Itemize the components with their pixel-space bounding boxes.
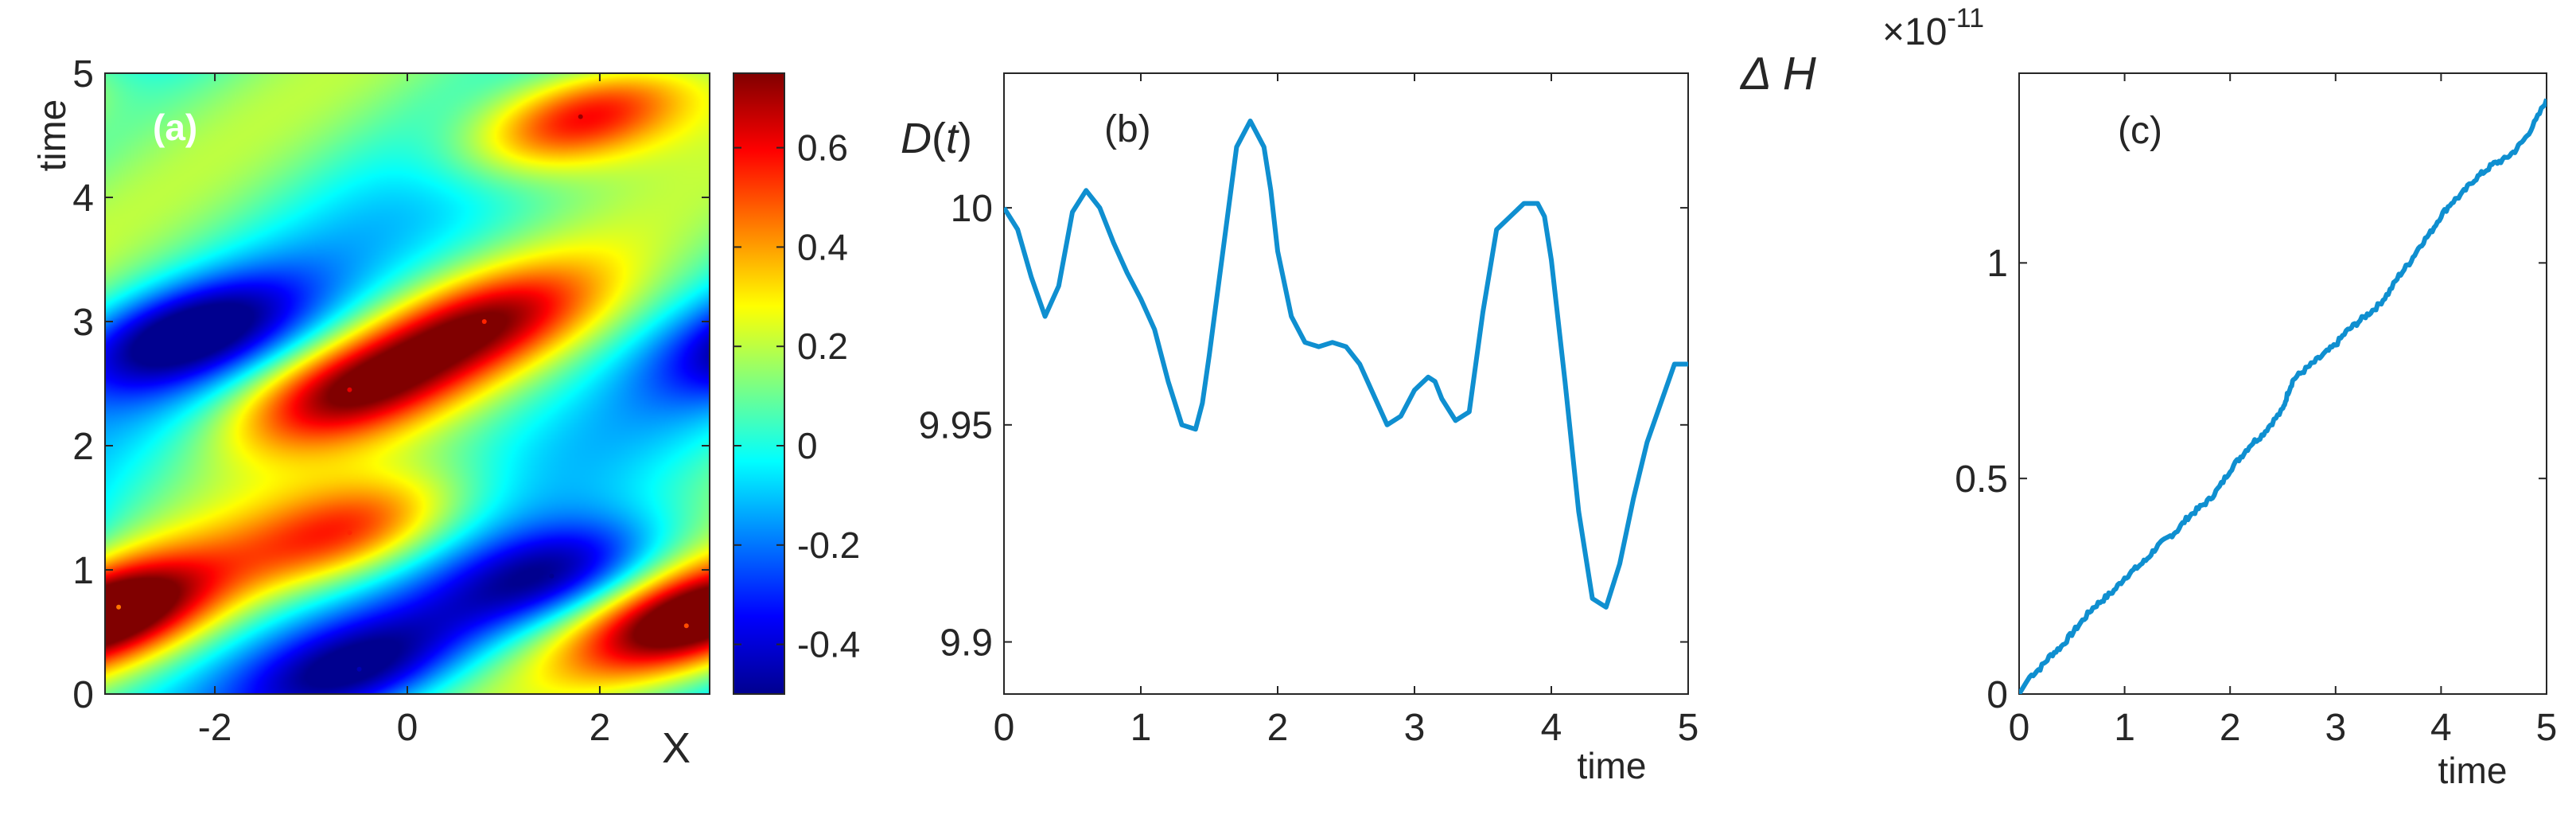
panel-b-x-tick-label: 5 bbox=[1678, 707, 1699, 749]
panel-b-series-line-0 bbox=[1004, 119, 1688, 610]
panel-b-y-tick-label: 9.95 bbox=[919, 405, 993, 447]
heatmap-y-tick-label: 2 bbox=[72, 426, 94, 468]
heatmap-y-tick-label: 5 bbox=[72, 53, 94, 96]
panel-a-heatmap: -2 0 2 0 1 2 3 4 5 (a) X time bbox=[32, 53, 710, 772]
heatmap-max-point bbox=[481, 319, 487, 324]
heatmap-field bbox=[105, 73, 710, 694]
heatmap-min-point bbox=[549, 573, 555, 579]
panel-b-y-tick-label: 9.9 bbox=[940, 622, 993, 664]
panel-c-x-tick-label: 5 bbox=[2536, 707, 2558, 749]
heatmap-y-tick-label: 0 bbox=[72, 674, 94, 716]
panel-c-series bbox=[2019, 98, 2547, 694]
colorbar-tick-label: 0 bbox=[797, 425, 818, 466]
heatmap-y-tick-label: 4 bbox=[72, 177, 94, 220]
heatmap-max-point bbox=[347, 387, 352, 392]
heatmap-x-tick-label: -2 bbox=[198, 707, 232, 749]
colorbar-tick-label: -0.2 bbox=[797, 524, 860, 566]
panel-c-x-ticks: 0 1 2 3 4 5 bbox=[2009, 73, 2558, 749]
panel-c-y-multiplier-base: ×10 bbox=[1882, 11, 1947, 53]
panel-c-y-tick-label: 1 bbox=[1986, 243, 2008, 285]
panel-c-x-tick-label: 4 bbox=[2430, 707, 2452, 749]
panel-b-series bbox=[1004, 119, 1688, 610]
panel-c-x-tick-label: 1 bbox=[2114, 707, 2135, 749]
heatmap-feature-marks bbox=[116, 114, 689, 672]
panel-b-y-label-paren: ) bbox=[958, 115, 972, 162]
panel-b-x-axis-label: time bbox=[1578, 745, 1647, 786]
colorbar-ticks: -0.4 -0.2 0 0.2 0.4 0.6 bbox=[733, 127, 860, 665]
colorbar-tick-label: 0.4 bbox=[797, 226, 848, 267]
panel-c-y-ticks: 00.51 bbox=[1955, 243, 2547, 716]
heatmap-y-tick-label: 3 bbox=[72, 302, 94, 344]
panel-c-frame bbox=[2018, 72, 2547, 695]
panel-b-line-chart: 0 1 2 3 4 5 9.9 9.95 10 (b) time D(t) bbox=[901, 72, 1699, 786]
heatmap-y-ticks: 0 1 2 3 4 5 bbox=[72, 53, 710, 716]
heatmap-y-axis-label: time bbox=[32, 99, 74, 172]
panel-b-x-tick-label: 4 bbox=[1541, 707, 1562, 749]
panel-c-series-line-0 bbox=[2019, 98, 2547, 694]
panel-b-y-tick-label: 10 bbox=[951, 188, 993, 230]
heatmap-max-point bbox=[116, 604, 122, 610]
panel-c-x-tick-label: 0 bbox=[2009, 707, 2030, 749]
heatmap-x-tick-label: 0 bbox=[397, 707, 418, 749]
panel-b-x-tick-label: 1 bbox=[1130, 707, 1152, 749]
colorbar-tick-label: 0.2 bbox=[797, 326, 848, 367]
panel-b-frame bbox=[1003, 72, 1689, 695]
panel-b-x-tick-label: 3 bbox=[1404, 707, 1426, 749]
heatmap-y-tick-label: 1 bbox=[72, 550, 94, 592]
panel-b-y-axis-label: D(t) bbox=[901, 115, 972, 162]
heatmap-max-point bbox=[683, 623, 689, 629]
heatmap-panel-label: (a) bbox=[153, 107, 197, 148]
colorbar-gradient bbox=[733, 72, 785, 695]
heatmap-min-point bbox=[183, 331, 189, 337]
colorbar-tick-label: 0.6 bbox=[797, 127, 848, 169]
heatmap-x-tick-label: 2 bbox=[590, 707, 611, 749]
heatmap-max-point bbox=[347, 530, 352, 536]
panel-c-y-tick-label: 0.5 bbox=[1955, 458, 2008, 501]
panel-b-x-tick-label: 0 bbox=[994, 707, 1015, 749]
panel-c-y-multiplier-exponent: -11 bbox=[1947, 3, 1984, 33]
heatmap-x-ticks: -2 0 2 bbox=[198, 73, 611, 749]
heatmap-min-point bbox=[356, 666, 362, 672]
panel-c-x-tick-label: 2 bbox=[2220, 707, 2241, 749]
panel-b-y-label-paren: ( bbox=[932, 115, 946, 162]
colorbar: -0.4 -0.2 0 0.2 0.4 0.6 bbox=[733, 72, 860, 695]
panel-b-panel-label: (b) bbox=[1104, 108, 1151, 150]
heatmap-max-point bbox=[578, 114, 583, 119]
heatmap-x-axis-label: X bbox=[662, 724, 691, 772]
colorbar-tick-label: -0.4 bbox=[797, 624, 860, 665]
panel-c-x-axis-label: time bbox=[2438, 750, 2508, 791]
panel-b-x-ticks: 0 1 2 3 4 5 bbox=[994, 73, 1699, 749]
panel-b-y-label-var: D bbox=[901, 115, 932, 162]
panel-b-y-ticks: 9.9 9.95 10 bbox=[919, 188, 1688, 664]
panel-c-x-tick-label: 3 bbox=[2325, 707, 2346, 749]
panel-c-y-multiplier: ×10-11 bbox=[1882, 3, 1984, 53]
panel-c-panel-label: (c) bbox=[2118, 110, 2162, 152]
panel-b-x-tick-label: 2 bbox=[1267, 707, 1289, 749]
panel-c-y-axis-label: Δ H bbox=[1739, 48, 1816, 99]
panel-b-y-label-arg: t bbox=[946, 115, 959, 162]
panel-c-y-tick-label: 0 bbox=[1986, 674, 2008, 716]
